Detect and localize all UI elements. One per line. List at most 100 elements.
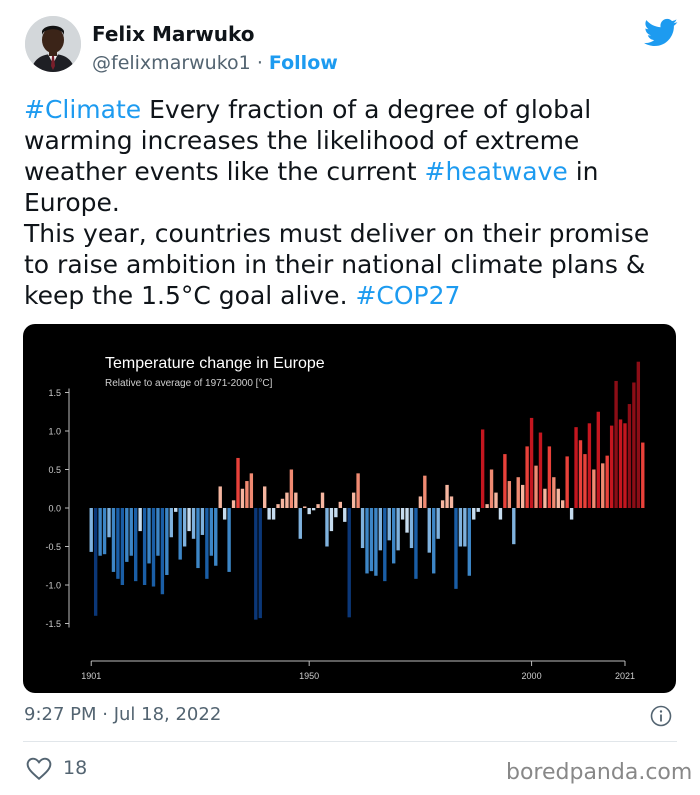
bar-1917	[160, 508, 165, 595]
tweet-text-segment: in Europe.	[24, 157, 599, 217]
bar-2019	[614, 380, 618, 508]
bar-1920	[174, 508, 178, 512]
bar-1940	[263, 486, 267, 508]
bar-1919	[169, 508, 173, 538]
bar-1977	[427, 508, 431, 553]
bar-1947	[294, 492, 298, 508]
bar-1996	[512, 508, 516, 545]
y-tick-label: -1.0	[45, 581, 61, 591]
bar-2002	[538, 432, 543, 508]
tweet-paragraph-1: #Climate Every fraction of a degree of g…	[24, 94, 679, 218]
bar-2013	[587, 423, 592, 508]
bar-1923	[187, 508, 191, 532]
bar-1998	[520, 484, 525, 508]
bar-1980	[440, 500, 445, 508]
bar-1935	[240, 488, 245, 508]
bar-1958	[343, 508, 347, 522]
info-icon[interactable]	[650, 705, 672, 727]
bar-1904	[102, 508, 107, 555]
bar-2020	[618, 419, 623, 508]
hashtag-link[interactable]: #Climate	[24, 95, 142, 124]
bar-1999	[525, 446, 529, 508]
bar-1981	[445, 484, 449, 508]
bar-1969	[392, 508, 396, 564]
bar-1997	[516, 477, 520, 508]
bar-1932	[227, 508, 231, 572]
follow-button[interactable]: Follow	[268, 52, 338, 74]
bar-2001	[534, 465, 538, 508]
y-tick-label: 1.5	[48, 388, 61, 398]
bar-1953	[320, 492, 325, 508]
bar-1984	[458, 508, 463, 547]
avatar-portrait	[25, 16, 81, 72]
bar-1943	[276, 504, 280, 508]
y-axis: 1.5 1.0 0.5 0.0 -0.5 -1.0 -1.5	[45, 388, 70, 629]
tweet-timestamp[interactable]: 9:27 PM · Jul 18, 2022	[24, 704, 222, 725]
bar-1994	[503, 454, 507, 508]
bar-2014	[592, 469, 596, 508]
bar-2008	[565, 456, 569, 508]
bar-1944	[280, 498, 285, 508]
bar-1901	[89, 508, 93, 552]
bar-1945	[285, 492, 289, 508]
x-tick-label: 1901	[81, 671, 101, 681]
bar-1933	[231, 500, 236, 508]
y-tick-label: 0.5	[48, 465, 61, 475]
bar-2022	[627, 404, 632, 508]
bar-1909	[125, 508, 129, 562]
bar-1929	[214, 508, 218, 566]
bar-1970	[396, 508, 400, 551]
bar-1954	[325, 508, 329, 547]
tweet-text: #Climate Every fraction of a degree of g…	[24, 94, 679, 311]
bar-1983	[454, 508, 458, 589]
bar-1974	[414, 508, 418, 579]
bar-1995	[507, 481, 512, 508]
bar-1926	[200, 508, 205, 535]
tweet-text-segment: This year, countries must deliver on the…	[24, 219, 650, 310]
bar-1908	[120, 508, 125, 585]
bar-1922	[182, 508, 187, 547]
bar-1936	[245, 481, 249, 508]
bar-2007	[561, 500, 565, 508]
tweet-text-segment: Every fraction of a degree of global war…	[24, 95, 592, 186]
bar-1946	[289, 469, 294, 508]
heart-icon[interactable]	[26, 757, 52, 781]
bar-1993	[498, 508, 503, 520]
hashtag-link[interactable]: #COP27	[355, 281, 461, 310]
bar-2000	[529, 417, 534, 508]
bar-1965	[374, 508, 378, 576]
bar-1915	[151, 508, 156, 587]
bar-1952	[316, 504, 320, 508]
bar-1913	[142, 508, 147, 585]
bar-2009	[569, 508, 574, 520]
bar-1975	[418, 496, 423, 508]
y-tick-label: 1.0	[48, 427, 61, 437]
bar-1989	[480, 429, 485, 508]
bar-1987	[472, 508, 476, 520]
chart-title: Temperature change in Europe	[105, 355, 325, 372]
bar-1978	[432, 508, 436, 574]
bar-1907	[116, 508, 120, 579]
bar-2005	[552, 477, 556, 508]
bar-1956	[334, 508, 338, 518]
author-name[interactable]: Felix Marwuko	[92, 22, 255, 46]
x-axis: 1901 1950 2000 2021	[81, 660, 635, 681]
bar-1934	[236, 457, 240, 508]
bar-1973	[409, 508, 414, 549]
bar-2017	[605, 455, 609, 508]
bar-2012	[583, 454, 587, 508]
meta-separator: ·	[256, 52, 263, 74]
bar-1911	[134, 508, 138, 582]
bar-1927	[205, 508, 209, 579]
twitter-bird-icon[interactable]	[644, 18, 678, 48]
author-handle[interactable]: @felixmarwuko1	[92, 52, 251, 74]
bar-1921	[178, 508, 182, 560]
hashtag-link[interactable]: #heatwave	[424, 157, 568, 186]
bar-2004	[547, 446, 552, 508]
avatar[interactable]	[25, 16, 81, 72]
bar-1982	[449, 496, 454, 508]
bar-2011	[578, 440, 583, 508]
chart-image[interactable]: Temperature change in Europe Relative to…	[23, 324, 676, 693]
bar-1903	[98, 508, 102, 556]
x-tick-label: 2000	[522, 671, 542, 681]
